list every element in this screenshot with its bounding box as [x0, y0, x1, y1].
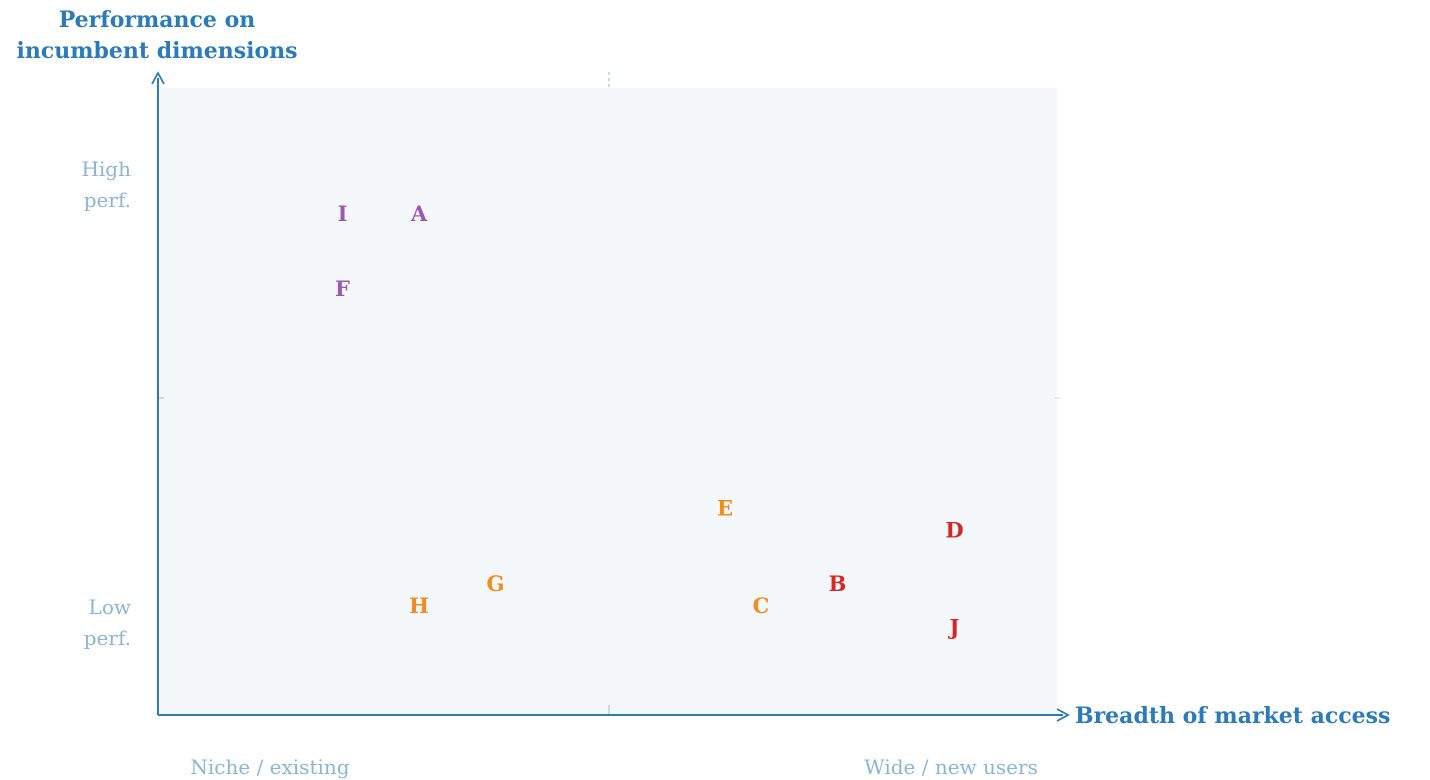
point-b: B [829, 571, 847, 596]
plot-background [160, 88, 1057, 715]
x-tick-low: Niche / existing [190, 755, 349, 779]
point-d: D [945, 518, 963, 543]
point-h: H [409, 593, 429, 618]
x-axis-arrow [1056, 708, 1070, 722]
point-i: I [338, 201, 348, 226]
y-tick-high-line-1: High [81, 157, 131, 181]
x-tick-high: Wide / new users [864, 755, 1038, 779]
y-axis-arrow [151, 71, 165, 85]
point-a: A [410, 201, 428, 226]
point-j: J [948, 615, 960, 640]
y-tick-high-line-2: perf. [84, 188, 131, 212]
point-c: C [753, 593, 770, 618]
point-e: E [717, 496, 733, 521]
data-points: A I F E G H C D B J [335, 201, 964, 640]
point-g: G [487, 571, 505, 596]
y-tick-low-line-1: Low [89, 595, 131, 619]
x-axis-label: Breadth of market access [1075, 703, 1390, 729]
y-axis-label-line-1: Performance on [59, 7, 256, 33]
y-axis-label-line-2: incumbent dimensions [16, 38, 297, 64]
point-f: F [335, 276, 350, 301]
y-tick-low-line-2: perf. [84, 626, 131, 650]
